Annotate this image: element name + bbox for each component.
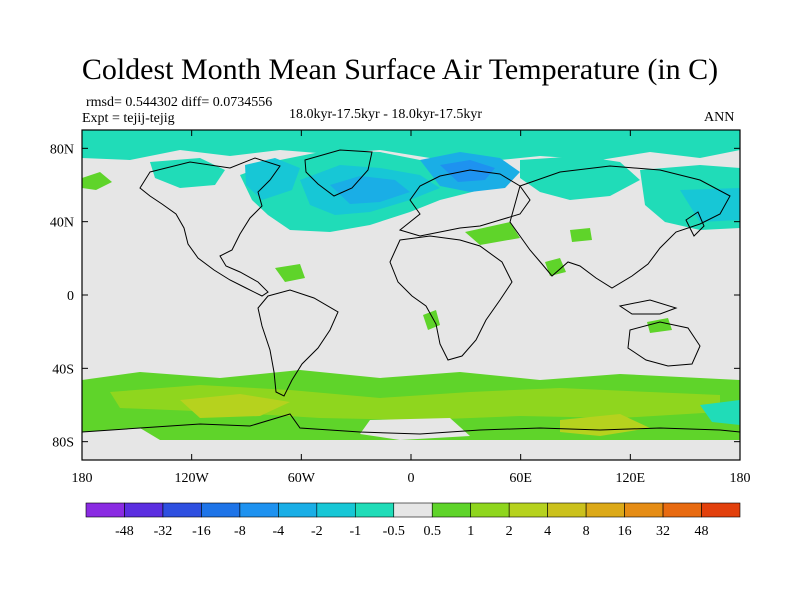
season-label: ANN [704, 110, 735, 125]
colorbar-swatch [85, 502, 125, 518]
colorbar-swatch [585, 502, 625, 518]
colorbar-label: -48 [115, 524, 134, 539]
colorbar-swatch [431, 502, 472, 518]
grey-gap-south-1 [360, 418, 470, 440]
coastline-north-america [139, 157, 281, 297]
colorbar-swatch [239, 502, 279, 518]
coastline-south-america [257, 289, 339, 397]
colorbar-label: 48 [695, 524, 709, 539]
coastline-greenland [304, 149, 373, 197]
colorbar-swatch [162, 502, 202, 518]
antarctic-margin-warming [180, 394, 290, 418]
coastline-europe [398, 169, 531, 237]
weddell-warming [560, 414, 650, 436]
period-label: 18.0kyr-17.5kyr - 18.0kyr-17.5kyr [289, 107, 483, 122]
x-tick-label: 120W [175, 471, 210, 486]
colorbar-label: 4 [544, 524, 551, 539]
y-tick-label: 0 [67, 289, 74, 304]
colorbar-swatch [354, 502, 395, 518]
colorbar: -48 -32 -16 -8 -4 -2 -1 -0.5 0.5 1 2 4 8 16 32 48 [85, 502, 741, 539]
colorbar-label: 2 [506, 524, 513, 539]
small-patch-pacific-north [82, 172, 112, 190]
y-tick-label: 80N [50, 142, 74, 157]
anomaly-fields [82, 130, 740, 440]
labrador-cooling-region [245, 158, 300, 200]
colorbar-label: 8 [583, 524, 590, 539]
colorbar-label: -8 [234, 524, 246, 539]
small-patch-indonesia [647, 318, 672, 333]
colorbar-swatch [201, 502, 241, 518]
siberia-cooling-region [520, 156, 640, 200]
colorbar-label: -4 [273, 524, 285, 539]
colorbar-swatch [624, 502, 664, 518]
y-tick-label: 40S [52, 362, 74, 377]
y-tick-label: 40N [50, 216, 74, 231]
coastline-japan [685, 211, 705, 237]
axis-ticks: 180 120W 60W 0 60E 120E 180 80N 40N 0 40S 80S [50, 130, 751, 486]
x-tick-label: 60E [509, 471, 532, 486]
colorbar-label: 1 [467, 524, 474, 539]
colorbar-label: -0.5 [383, 524, 405, 539]
experiment-label: Expt = tejij-tejig [82, 111, 175, 126]
colorbar-swatch [316, 502, 356, 518]
x-tick-label: 180 [72, 471, 93, 486]
colorbar-swatch [124, 502, 164, 518]
colorbar-swatch [547, 502, 587, 518]
small-patch-mid-america [275, 264, 305, 282]
coastline-indonesia [618, 299, 678, 315]
north-atlantic-cooling-strong [330, 176, 410, 204]
colorbar-swatch [701, 502, 741, 518]
colorbar-label: -1 [349, 524, 361, 539]
x-tick-label: 60W [288, 471, 316, 486]
y-tick-label: 80S [52, 436, 74, 451]
colorbar-swatch [470, 502, 510, 518]
colorbar-swatch [662, 502, 702, 518]
west-north-america-cooling [150, 158, 225, 188]
coastline-antarctica [82, 413, 740, 435]
east-antarctic-cooling [700, 400, 740, 425]
coastline-asia [509, 165, 731, 289]
coastlines [82, 149, 740, 435]
colorbar-label: 16 [618, 524, 632, 539]
small-patch-india [545, 258, 566, 276]
colorbar-label: -32 [154, 524, 173, 539]
colorbar-swatch [393, 502, 433, 518]
coastline-australia [627, 321, 701, 367]
colorbar-swatch [508, 502, 548, 518]
x-tick-label: 0 [408, 471, 415, 486]
arctic-cooling-region [82, 130, 740, 162]
colorbar-label: 32 [656, 524, 670, 539]
map-title: Coldest Month Mean Surface Air Temperatu… [81, 53, 719, 86]
stats-label: rmsd= 0.544302 diff= 0.0734556 [86, 95, 273, 110]
colorbar-swatch [278, 502, 318, 518]
colorbar-label: 0.5 [423, 524, 441, 539]
small-patch-arabia [570, 228, 592, 242]
small-patch-atlantic [465, 222, 520, 245]
colorbar-label: -16 [192, 524, 211, 539]
x-tick-label: 180 [730, 471, 751, 486]
x-tick-label: 120E [616, 471, 646, 486]
coastline-africa [389, 235, 513, 361]
colorbar-label: -2 [311, 524, 323, 539]
